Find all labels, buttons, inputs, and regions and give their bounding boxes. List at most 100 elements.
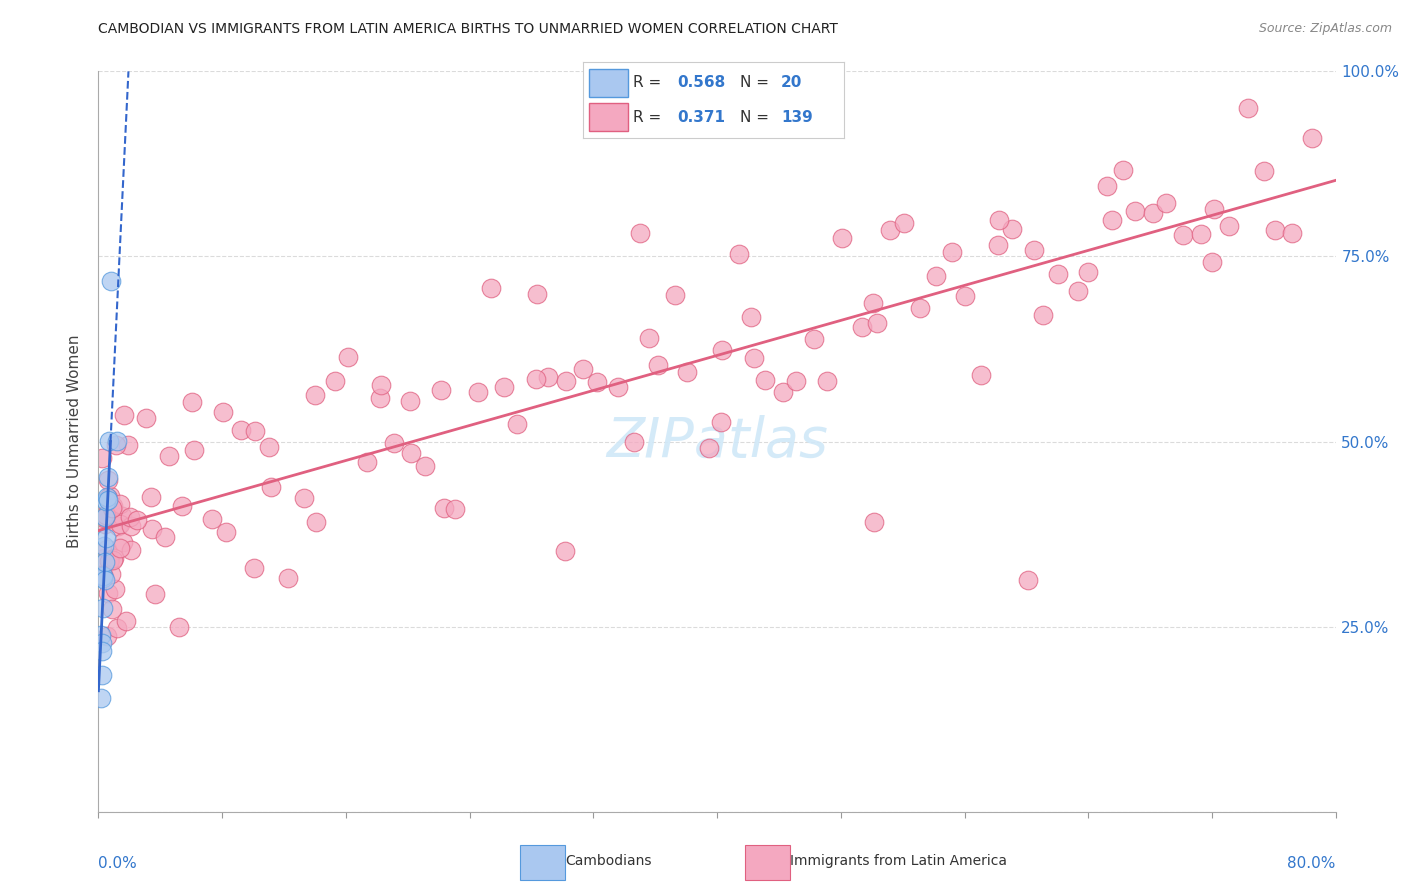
Point xyxy=(120,519,142,533)
Point xyxy=(101,501,124,516)
Point xyxy=(112,409,135,423)
Point xyxy=(370,377,392,392)
Point xyxy=(554,544,576,558)
Point xyxy=(607,380,630,394)
Point xyxy=(1024,243,1046,257)
Point xyxy=(97,554,120,568)
Point xyxy=(100,566,122,581)
Point xyxy=(554,374,576,388)
Point xyxy=(1077,265,1099,279)
Text: R =: R = xyxy=(633,110,666,125)
Point xyxy=(637,331,659,345)
Point xyxy=(754,373,776,387)
Point xyxy=(492,380,515,394)
Point xyxy=(141,522,163,536)
Text: Source: ZipAtlas.com: Source: ZipAtlas.com xyxy=(1258,22,1392,36)
Point xyxy=(118,510,141,524)
Point xyxy=(259,480,281,494)
Point xyxy=(831,231,853,245)
Point xyxy=(953,289,976,303)
Point xyxy=(172,499,194,513)
Point xyxy=(710,415,733,429)
Point xyxy=(90,636,112,650)
Point xyxy=(277,571,299,585)
Text: ZIPatlas: ZIPatlas xyxy=(606,415,828,468)
Point xyxy=(399,446,422,460)
Point xyxy=(91,600,114,615)
Point xyxy=(1201,254,1223,268)
Point xyxy=(94,517,117,532)
Point xyxy=(740,310,762,325)
Point xyxy=(97,470,120,484)
Point xyxy=(93,539,115,553)
Point xyxy=(742,351,765,365)
Point xyxy=(245,424,267,438)
Point xyxy=(1032,309,1054,323)
Point xyxy=(157,449,180,463)
Point xyxy=(105,434,128,449)
Point xyxy=(96,508,118,523)
Point xyxy=(167,620,190,634)
Point xyxy=(231,423,253,437)
Text: Immigrants from Latin America: Immigrants from Latin America xyxy=(790,854,1007,868)
Point xyxy=(586,375,609,389)
Point xyxy=(107,519,129,533)
Point xyxy=(879,223,901,237)
Point xyxy=(1066,284,1088,298)
Point xyxy=(433,500,456,515)
Point xyxy=(114,614,136,628)
Point xyxy=(93,569,115,583)
Point xyxy=(710,343,733,358)
Point xyxy=(1123,203,1146,218)
Point xyxy=(215,524,238,539)
Text: Cambodians: Cambodians xyxy=(565,854,652,868)
Point xyxy=(815,374,838,388)
Point xyxy=(941,244,963,259)
Point xyxy=(1253,163,1275,178)
Point xyxy=(988,212,1011,227)
Point xyxy=(107,621,129,635)
Point xyxy=(97,586,120,600)
Point xyxy=(772,385,794,400)
Point xyxy=(925,269,948,284)
Point xyxy=(1017,573,1039,587)
Point xyxy=(257,440,280,454)
Point xyxy=(443,502,465,516)
Point xyxy=(356,455,378,469)
Point xyxy=(647,358,669,372)
Text: R =: R = xyxy=(633,75,666,90)
Point xyxy=(96,494,118,508)
Text: N =: N = xyxy=(740,75,773,90)
Point xyxy=(96,629,118,643)
Point xyxy=(430,383,453,397)
Point xyxy=(970,368,993,382)
Point xyxy=(91,571,114,585)
Point xyxy=(1101,213,1123,227)
Point xyxy=(866,316,889,330)
Point xyxy=(526,287,548,301)
Point xyxy=(94,573,117,587)
Point xyxy=(100,274,122,288)
Point xyxy=(97,507,120,521)
Point xyxy=(94,531,117,545)
Point xyxy=(96,541,118,556)
Point xyxy=(108,541,131,555)
Point xyxy=(104,582,127,596)
Point xyxy=(141,490,163,504)
Point xyxy=(1001,221,1024,235)
Point xyxy=(97,493,120,508)
Point xyxy=(572,362,595,376)
Text: CAMBODIAN VS IMMIGRANTS FROM LATIN AMERICA BIRTHS TO UNMARRIED WOMEN CORRELATION: CAMBODIAN VS IMMIGRANTS FROM LATIN AMERI… xyxy=(98,22,838,37)
FancyBboxPatch shape xyxy=(589,69,627,96)
Text: 0.371: 0.371 xyxy=(678,110,725,125)
Point xyxy=(93,554,115,568)
Point xyxy=(97,491,120,505)
Point xyxy=(135,410,157,425)
Point xyxy=(212,405,235,419)
FancyBboxPatch shape xyxy=(589,103,627,131)
Point xyxy=(893,216,915,230)
Point xyxy=(201,511,224,525)
Point xyxy=(103,550,125,565)
Point xyxy=(1142,206,1164,220)
Text: 0.568: 0.568 xyxy=(678,75,725,90)
